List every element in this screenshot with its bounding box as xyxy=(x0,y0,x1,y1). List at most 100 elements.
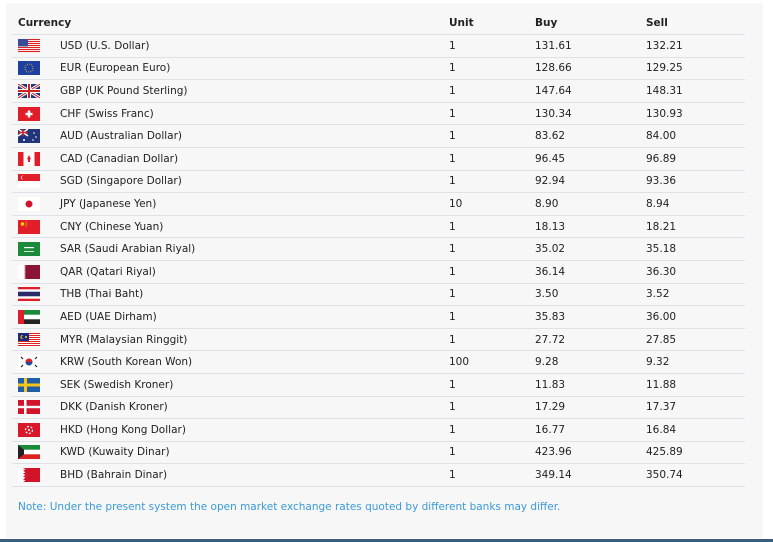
sell-rate: 36.00 xyxy=(646,305,745,329)
unit-value: 1 xyxy=(449,79,535,103)
flag-cell xyxy=(12,463,60,487)
flag-cell xyxy=(12,441,60,465)
currency-name: THB (Thai Baht) xyxy=(60,283,449,307)
sweden-flag-icon xyxy=(18,377,40,392)
buy-rate: 35.83 xyxy=(535,305,646,329)
sell-rate: 35.18 xyxy=(646,237,745,261)
saudi-flag-icon xyxy=(18,242,40,257)
table-row: AUD (Australian Dollar) 1 83.62 84.00 xyxy=(12,124,745,148)
unit-value: 1 xyxy=(449,396,535,420)
flag-cell xyxy=(12,328,60,352)
buy-rate: 8.90 xyxy=(535,192,646,216)
currency-name: CHF (Swiss Franc) xyxy=(60,102,449,126)
unit-value: 100 xyxy=(449,350,535,374)
table-row: CNY (Chinese Yuan) 1 18.13 18.21 xyxy=(12,215,745,239)
table-row: KRW (South Korean Won) 100 9.28 9.32 xyxy=(12,350,745,374)
currency-name: DKK (Danish Kroner) xyxy=(60,396,449,420)
buy-rate: 35.02 xyxy=(535,237,646,261)
uae-flag-icon xyxy=(18,309,40,324)
unit-value: 1 xyxy=(449,373,535,397)
table-row: DKK (Danish Kroner) 1 17.29 17.37 xyxy=(12,396,745,420)
flag-cell xyxy=(12,34,60,58)
buy-rate: 36.14 xyxy=(535,260,646,284)
buy-rate: 130.34 xyxy=(535,102,646,126)
unit-value: 1 xyxy=(449,260,535,284)
hong-kong-flag-icon xyxy=(18,422,40,437)
unit-value: 1 xyxy=(449,147,535,171)
buy-rate: 3.50 xyxy=(535,283,646,307)
flag-cell xyxy=(12,124,60,148)
eu-flag-icon xyxy=(18,61,40,76)
buy-rate: 83.62 xyxy=(535,124,646,148)
table-row: JPY (Japanese Yen) 10 8.90 8.94 xyxy=(12,192,745,216)
buy-rate: 423.96 xyxy=(535,441,646,465)
uk-flag-icon xyxy=(18,83,40,98)
currency-name: EUR (European Euro) xyxy=(60,57,449,81)
currency-name: SGD (Singapore Dollar) xyxy=(60,170,449,194)
sell-rate: 132.21 xyxy=(646,34,745,58)
header-unit: Unit xyxy=(449,12,535,35)
table-row: SEK (Swedish Kroner) 1 11.83 11.88 xyxy=(12,373,745,397)
currency-name: GBP (UK Pound Sterling) xyxy=(60,79,449,103)
flag-cell xyxy=(12,147,60,171)
sell-rate: 27.85 xyxy=(646,328,745,352)
table-row: SAR (Saudi Arabian Riyal) 1 35.02 35.18 xyxy=(12,237,745,261)
sell-rate: 8.94 xyxy=(646,192,745,216)
table-row: CHF (Swiss Franc) 1 130.34 130.93 xyxy=(12,102,745,126)
flag-cell xyxy=(12,237,60,261)
flag-cell xyxy=(12,283,60,307)
currency-name: MYR (Malaysian Ringgit) xyxy=(60,328,449,352)
buy-rate: 16.77 xyxy=(535,418,646,442)
table-row: MYR (Malaysian Ringgit) 1 27.72 27.85 xyxy=(12,328,745,352)
qatar-flag-icon xyxy=(18,264,40,279)
kuwait-flag-icon xyxy=(18,445,40,460)
singapore-flag-icon xyxy=(18,174,40,189)
unit-value: 1 xyxy=(449,57,535,81)
table-row: KWD (Kuwaity Dinar) 1 423.96 425.89 xyxy=(12,441,745,465)
table-row: SGD (Singapore Dollar) 1 92.94 93.36 xyxy=(12,170,745,194)
currency-name: SEK (Swedish Kroner) xyxy=(60,373,449,397)
table-row: USD (U.S. Dollar) 1 131.61 132.21 xyxy=(12,34,745,58)
currency-name: QAR (Qatari Riyal) xyxy=(60,260,449,284)
currency-name: JPY (Japanese Yen) xyxy=(60,192,449,216)
buy-rate: 18.13 xyxy=(535,215,646,239)
unit-value: 1 xyxy=(449,34,535,58)
flag-cell xyxy=(12,102,60,126)
flag-cell xyxy=(12,418,60,442)
canada-flag-icon xyxy=(18,151,40,166)
currency-name: USD (U.S. Dollar) xyxy=(60,34,449,58)
flag-cell xyxy=(12,260,60,284)
flag-cell xyxy=(12,79,60,103)
sell-rate: 18.21 xyxy=(646,215,745,239)
exchange-rate-table: Currency Unit Buy Sell USD (U.S. Dollar)… xyxy=(12,12,745,487)
australia-flag-icon xyxy=(18,129,40,144)
unit-value: 1 xyxy=(449,305,535,329)
bottom-border xyxy=(0,539,773,542)
buy-rate: 92.94 xyxy=(535,170,646,194)
buy-rate: 349.14 xyxy=(535,463,646,487)
japan-flag-icon xyxy=(18,196,40,211)
flag-cell xyxy=(12,305,60,329)
sell-rate: 17.37 xyxy=(646,396,745,420)
flag-cell xyxy=(12,170,60,194)
swiss-flag-icon xyxy=(18,106,40,121)
table-row: GBP (UK Pound Sterling) 1 147.64 148.31 xyxy=(12,79,745,103)
unit-value: 1 xyxy=(449,170,535,194)
sell-rate: 96.89 xyxy=(646,147,745,171)
korea-flag-icon xyxy=(18,355,40,370)
currency-name: AED (UAE Dirham) xyxy=(60,305,449,329)
sell-rate: 3.52 xyxy=(646,283,745,307)
unit-value: 1 xyxy=(449,283,535,307)
table-row: HKD (Hong Kong Dollar) 1 16.77 16.84 xyxy=(12,418,745,442)
buy-rate: 11.83 xyxy=(535,373,646,397)
denmark-flag-icon xyxy=(18,400,40,415)
disclaimer-note: Note: Under the present system the open … xyxy=(18,501,561,513)
sell-rate: 84.00 xyxy=(646,124,745,148)
flag-cell xyxy=(12,57,60,81)
table-row: QAR (Qatari Riyal) 1 36.14 36.30 xyxy=(12,260,745,284)
unit-value: 1 xyxy=(449,215,535,239)
table-header: Currency Unit Buy Sell xyxy=(12,12,745,35)
currency-name: KWD (Kuwaity Dinar) xyxy=(60,441,449,465)
unit-value: 1 xyxy=(449,237,535,261)
unit-value: 1 xyxy=(449,441,535,465)
